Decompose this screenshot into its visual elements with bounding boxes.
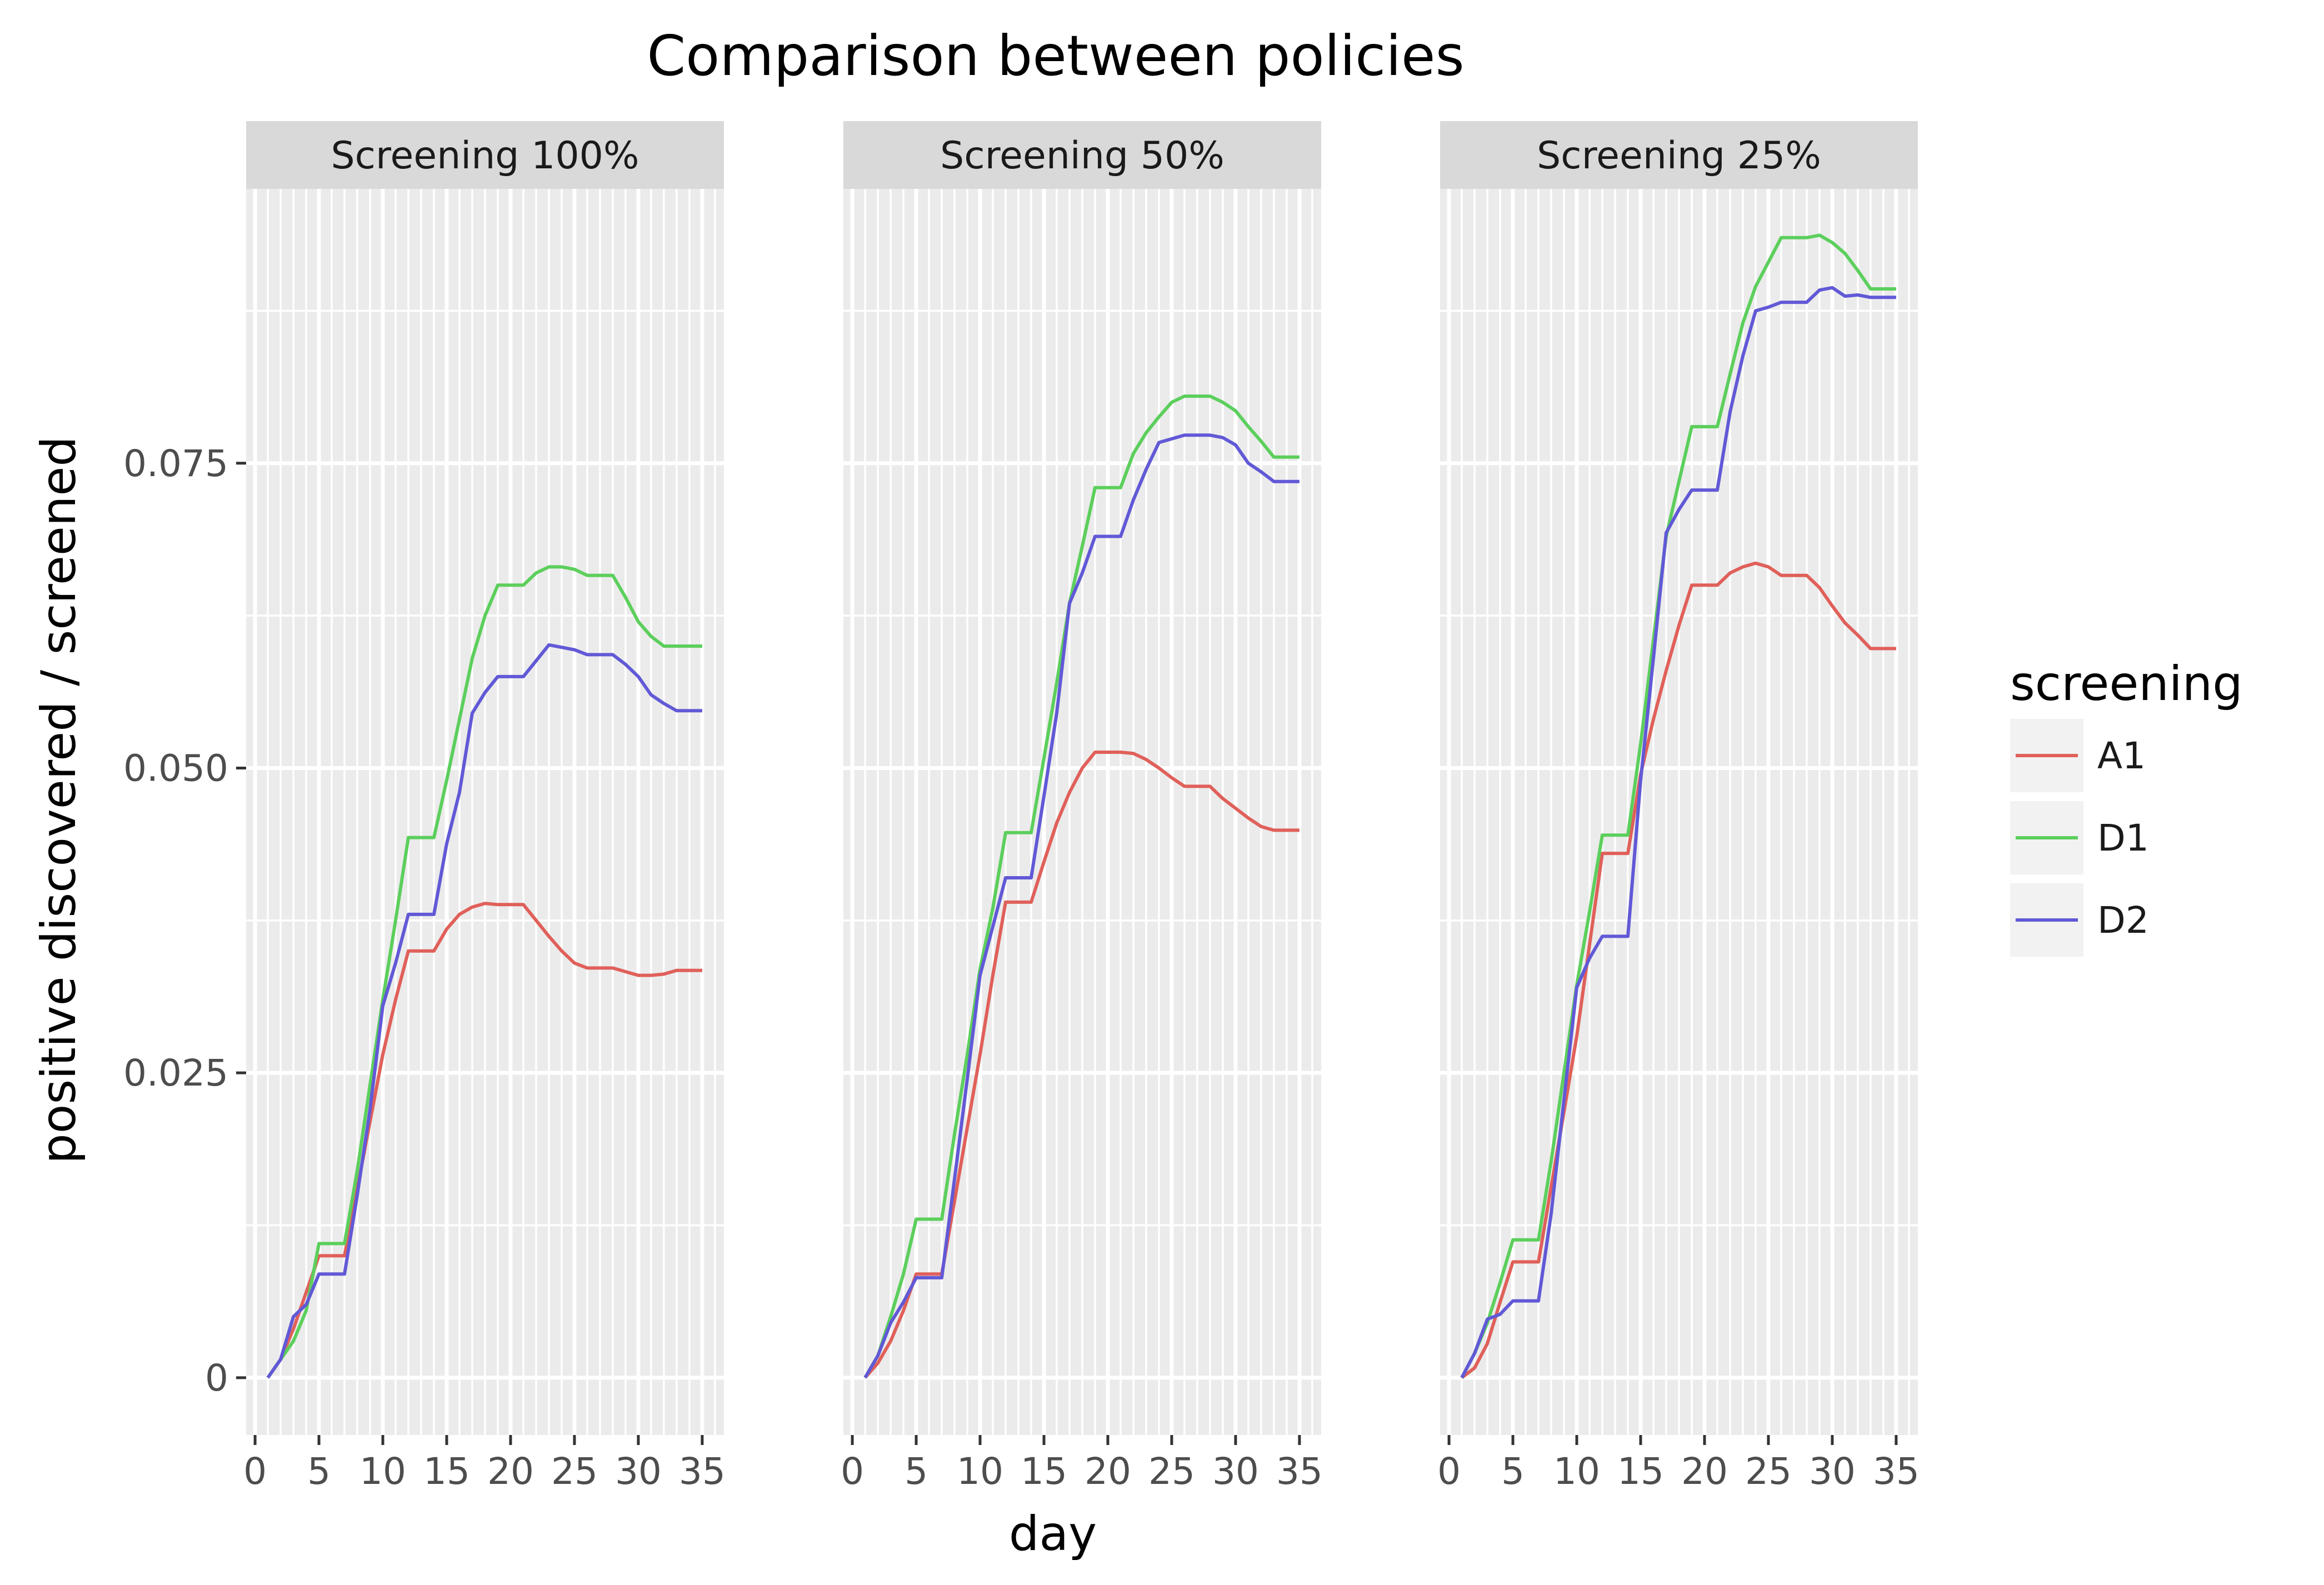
facet-strip [1440,121,1918,189]
x-tick-label: 30 [615,1450,662,1493]
y-tick-label: 0.075 [123,442,228,485]
facet-strip-label: Screening 25% [1537,134,1821,178]
x-tick-label: 10 [957,1450,1003,1493]
x-tick-label: 25 [1148,1450,1195,1493]
facet-strip [843,121,1321,189]
x-tick-label: 20 [487,1450,534,1493]
facet-panel: Screening 50% 0 5 10 15 20 25 30 35 [841,121,1323,1493]
x-tick-label: 0 [841,1450,864,1493]
series-line-d1 [1460,233,1896,1379]
x-tick-label: 25 [1745,1450,1792,1493]
series-line-d2 [1460,286,1896,1379]
x-tick-label: 5 [307,1450,331,1493]
series-line-a1 [266,902,702,1379]
x-tick-label: 15 [1021,1450,1067,1493]
x-tick-label: 20 [1084,1450,1131,1493]
legend-item: D1 [2010,801,2149,874]
facet-strip-label: Screening 50% [940,134,1225,178]
series-line-d1 [266,565,702,1379]
x-tick-label: 15 [1617,1450,1664,1493]
facet-panels: Screening 100%0 5 10 15 20 25 30 3500.0250.0500… [123,121,1920,1493]
x-tick-label: 5 [1501,1450,1525,1493]
x-tick-label: 35 [1276,1450,1323,1493]
x-tick-label: 35 [1873,1450,1920,1493]
x-tick-label: 5 [904,1450,928,1493]
legend-label: D2 [2097,899,2149,942]
x-tick-label: 35 [679,1450,726,1493]
x-tick-label: 30 [1212,1450,1259,1493]
x-tick-label: 10 [359,1450,406,1493]
series-line-d2 [863,433,1300,1379]
x-tick-label: 15 [423,1450,470,1493]
legend-label: D1 [2097,817,2149,859]
legend: screening A1 D1 D2 [2010,656,2243,957]
facet-panel: Screening 25% 0 5 10 15 20 25 30 35 [1437,121,1920,1493]
series-line-d1 [863,394,1300,1379]
chart-title: Comparison between policies [647,23,1464,88]
x-axis-title: day [1009,1506,1097,1562]
gridlines [1440,189,1918,1435]
x-tick-label: 20 [1681,1450,1728,1493]
facet-strip [246,121,724,189]
legend-item: D2 [2010,883,2149,957]
series-line-d2 [266,643,702,1379]
x-tick-label: 25 [551,1450,598,1493]
legend-title: screening [2010,656,2243,712]
legend-label: A1 [2097,734,2146,777]
y-tick-label: 0.050 [123,747,228,789]
series-line-a1 [863,751,1300,1379]
gridlines [246,189,724,1435]
facet-panel: Screening 100%0 5 10 15 20 25 30 3500.0250.0500… [123,121,726,1493]
series-line-a1 [1461,561,1896,1379]
legend-item: A1 [2010,719,2146,792]
facet-strip-label: Screening 100% [331,134,639,178]
y-tick-label: 0 [205,1357,228,1399]
legend-items: A1 D1 D2 [2010,719,2149,957]
y-tick-label: 0.025 [123,1052,228,1094]
x-tick-label: 0 [243,1450,267,1493]
x-tick-label: 0 [1437,1450,1461,1493]
x-tick-label: 30 [1809,1450,1856,1493]
y-axis-title: positive discovered / screened [31,436,87,1164]
gridlines [843,189,1321,1435]
x-tick-label: 10 [1553,1450,1600,1493]
